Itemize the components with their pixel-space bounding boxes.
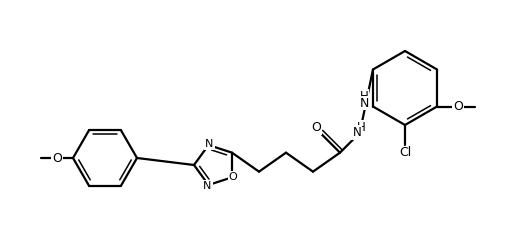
Text: N: N (203, 181, 212, 191)
Text: O: O (229, 172, 237, 182)
Text: N: N (359, 97, 369, 110)
Text: Cl: Cl (399, 146, 411, 160)
Text: O: O (311, 121, 321, 134)
Text: H: H (356, 121, 365, 134)
Text: N: N (205, 139, 214, 149)
Text: H: H (360, 90, 369, 103)
Text: O: O (52, 151, 62, 165)
Text: N: N (352, 126, 361, 139)
Text: O: O (453, 100, 463, 113)
